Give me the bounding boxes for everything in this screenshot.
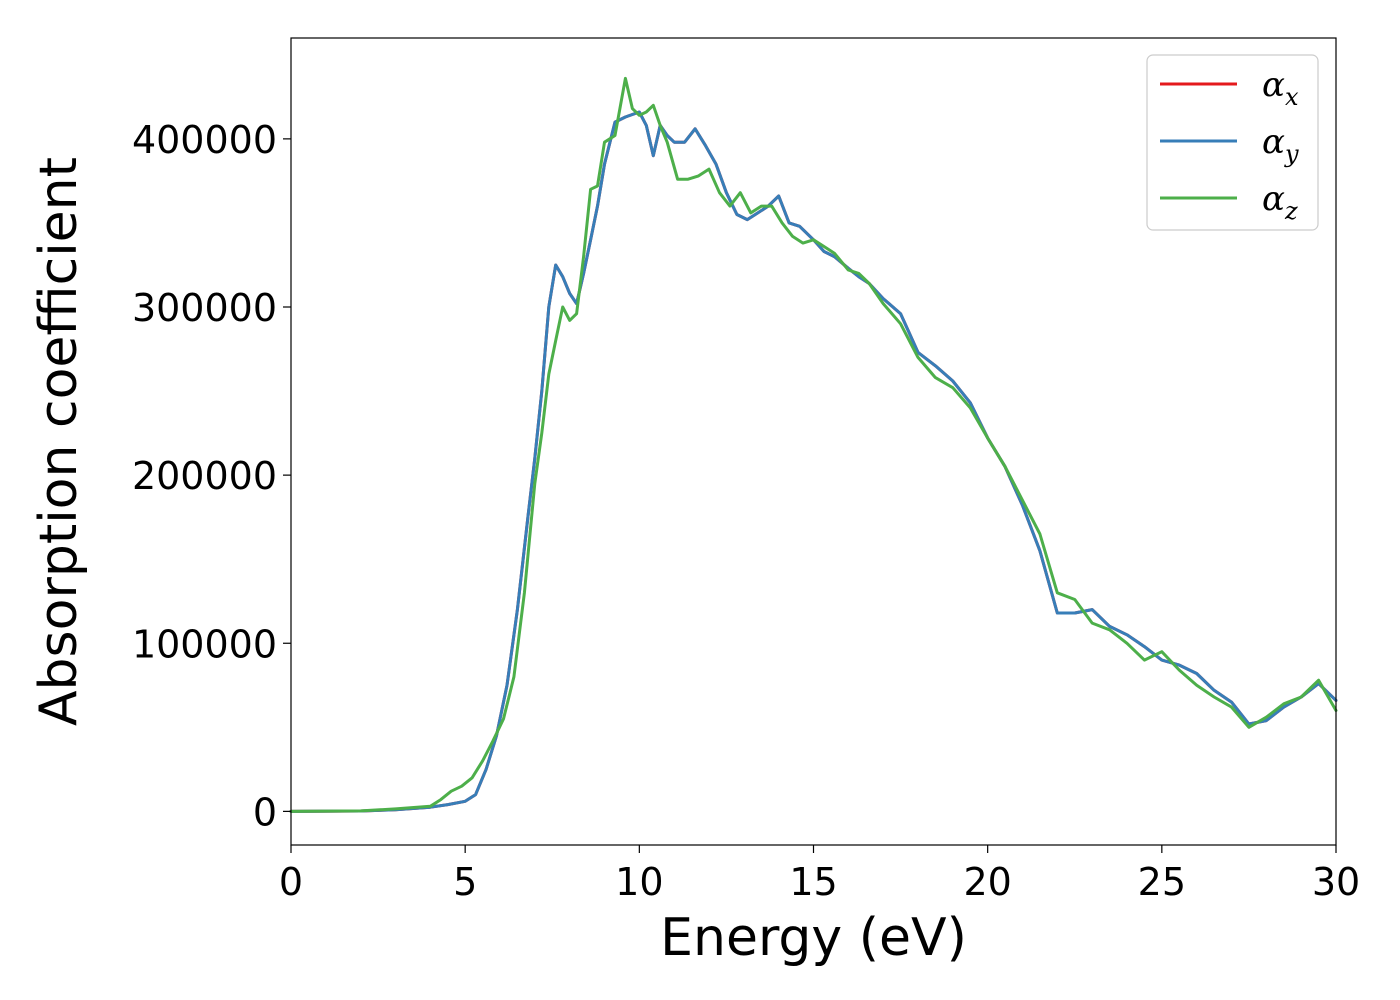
legend-symbol: α (1262, 179, 1285, 219)
x-tick-label: 30 (1312, 860, 1360, 904)
x-tick-label: 15 (789, 860, 837, 904)
x-tick-label: 0 (279, 860, 303, 904)
y-axis: 0 100000 200000 300000 400000 (132, 118, 291, 834)
legend-symbol: α (1262, 122, 1285, 162)
x-tick-label: 5 (453, 860, 477, 904)
legend-label-y: αy (1262, 122, 1299, 168)
x-axis-title: Energy (eV) (660, 908, 967, 968)
series-line-y (289, 110, 1338, 813)
legend-symbol: α (1262, 65, 1285, 105)
y-tick-label: 200000 (132, 454, 277, 498)
legend-subscript: y (1284, 140, 1299, 168)
x-tick-label: 20 (963, 860, 1011, 904)
series-line-z (289, 76, 1338, 813)
legend-label-z: αz (1262, 179, 1298, 225)
y-axis-title: Absorption coefficient (29, 157, 89, 726)
y-tick-label: 0 (253, 790, 277, 834)
x-axis: 0 5 10 15 20 25 30 (279, 845, 1360, 904)
x-tick-label: 10 (615, 860, 663, 904)
legend-subscript: x (1285, 83, 1299, 111)
plot-lines (289, 76, 1338, 813)
legend-label-x: αx (1262, 65, 1299, 111)
y-tick-label: 400000 (132, 118, 277, 162)
x-tick-label: 25 (1138, 860, 1186, 904)
legend-subscript: z (1284, 197, 1298, 225)
y-tick-label: 100000 (132, 622, 277, 666)
y-tick-label: 300000 (132, 286, 277, 330)
